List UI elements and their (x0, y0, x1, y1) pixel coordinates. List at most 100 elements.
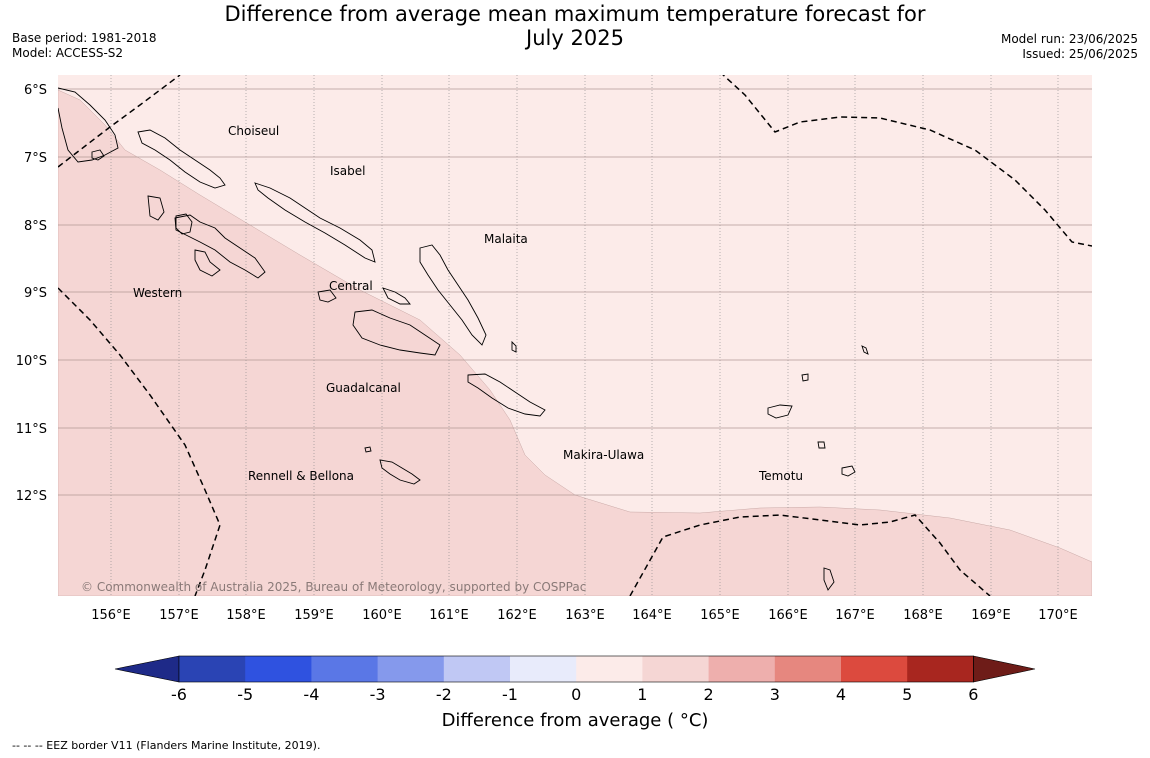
lat-label: 12°S (16, 489, 47, 504)
lon-label: 157°E (159, 608, 199, 623)
colorbar-tick-label: -5 (237, 685, 253, 704)
title-line-2: July 2025 (526, 26, 624, 50)
copyright-text: © Commonwealth of Australia 2025, Bureau… (81, 580, 586, 594)
lat-label: 10°S (16, 354, 47, 369)
tikopia-island (823, 567, 835, 591)
colorbar-segment (510, 656, 577, 682)
colorbar-tick-label: 5 (902, 685, 912, 704)
colorbar-tick-label: 4 (836, 685, 846, 704)
lon-label: 164°E (632, 608, 672, 623)
reef-island (861, 345, 869, 355)
colorbar-segment (708, 656, 776, 682)
lon-label: 156°E (91, 608, 131, 623)
makira-island (467, 373, 546, 417)
region-label-western: Western (133, 286, 182, 300)
title-line-1: Difference from average mean maximum tem… (224, 2, 926, 26)
santa-cruz-island (767, 404, 793, 419)
rennell-island (379, 459, 421, 485)
choiseul-island (137, 129, 226, 189)
lat-label: 9°S (24, 286, 47, 301)
isabel-island (254, 182, 376, 263)
colorbar-tick-labels: -6 -5 -4 -3 -2 -1 0 1 2 3 4 5 6 (171, 685, 978, 704)
colorbar-extend-high (973, 655, 1036, 683)
colorbar-tick-label: 3 (770, 685, 780, 704)
colorbar-tick-label: 0 (571, 685, 581, 704)
new-georgia-group (174, 214, 266, 279)
russell-islands (382, 287, 411, 305)
anomaly-1-2-area (58, 89, 1092, 596)
shortland-islands (91, 149, 105, 161)
lon-label: 163°E (565, 608, 605, 623)
colorbar-extend-low (114, 655, 180, 683)
colorbar-segment (377, 656, 445, 682)
bougainville-coast (58, 87, 119, 163)
colorbar-segment (179, 656, 246, 682)
run-info: Model run: 23/06/2025 Issued: 25/06/2025 (1001, 32, 1138, 62)
chart-title: Difference from average mean maximum tem… (0, 2, 1150, 50)
colorbar (114, 655, 1036, 683)
colorbar-tick-label: 2 (704, 685, 714, 704)
lat-label: 6°S (24, 83, 47, 98)
colorbar-tick-label: -4 (303, 685, 319, 704)
vella-lavella (175, 213, 193, 235)
base-info: Base period: 1981-2018 Model: ACCESS-S2 (12, 31, 157, 61)
colorbar-segment (443, 656, 511, 682)
florida-islands (317, 289, 337, 303)
colorbar-segment (576, 656, 643, 682)
colorbar-tick-label: -1 (502, 685, 518, 704)
colorbar-segment (642, 656, 710, 682)
duff-islands (801, 373, 809, 382)
lat-label: 8°S (24, 219, 47, 234)
colorbar-tick-label: -6 (171, 685, 187, 704)
lon-label: 160°E (362, 608, 402, 623)
region-label-choiseul: Choiseul (228, 124, 279, 138)
region-label-isabel: Isabel (330, 164, 365, 178)
lon-label: 165°E (700, 608, 740, 623)
colorbar-segment (774, 656, 842, 682)
region-label-malaita: Malaita (484, 232, 528, 246)
island-coastlines (58, 87, 869, 591)
lon-label: 158°E (226, 608, 266, 623)
region-label-central: Central (329, 279, 373, 293)
vanikoro-island (841, 465, 856, 477)
region-label-guadalcanal: Guadalcanal (326, 381, 401, 395)
utupua-island (817, 441, 826, 449)
region-label-rennell-bellona: Rennell & Bellona (248, 469, 354, 483)
lon-label: 166°E (768, 608, 808, 623)
guadalcanal-island (352, 309, 441, 356)
eez-legend-note: -- -- -- EEZ border V11 (Flanders Marine… (12, 739, 321, 752)
lat-label: 11°S (16, 422, 47, 437)
issued-date: Issued: 25/06/2025 (1022, 47, 1138, 61)
colorbar-tick-label: 6 (968, 685, 978, 704)
colorbar-segment (311, 656, 379, 682)
colorbar-tick-label: 1 (637, 685, 647, 704)
latitude-labels: 6°S 7°S 8°S 9°S 10°S 11°S 12°S (16, 83, 47, 504)
ranongga (147, 195, 165, 221)
rendova (194, 249, 221, 277)
lon-label: 170°E (1038, 608, 1078, 623)
region-label-temotu: Temotu (758, 469, 803, 483)
lon-label: 159°E (294, 608, 334, 623)
model-run: Model run: 23/06/2025 (1000, 32, 1138, 46)
lon-label: 161°E (429, 608, 469, 623)
lon-label: 162°E (497, 608, 537, 623)
region-labels: Choiseul Isabel Malaita Western Central … (133, 124, 803, 483)
colorbar-title: Difference from average ( °C) (441, 710, 709, 731)
lon-label: 168°E (903, 608, 943, 623)
lat-label: 7°S (24, 151, 47, 166)
small-malaita (511, 340, 517, 353)
colorbar-tick-label: -2 (436, 685, 452, 704)
colorbar-segment (841, 656, 908, 682)
colorbar-outline (178, 655, 974, 683)
lon-label: 167°E (835, 608, 875, 623)
longitude-labels: 156°E 157°E 158°E 159°E 160°E 161°E 162°… (91, 608, 1078, 623)
bellona-island (364, 446, 372, 453)
region-label-makira-ulawa: Makira-Ulawa (563, 448, 644, 462)
colorbar-tick-label: -3 (370, 685, 386, 704)
malaita-island (419, 244, 487, 346)
lon-label: 169°E (971, 608, 1011, 623)
base-period: Base period: 1981-2018 (12, 31, 157, 45)
colorbar-segment (245, 656, 312, 682)
colorbar-segment (907, 656, 974, 682)
